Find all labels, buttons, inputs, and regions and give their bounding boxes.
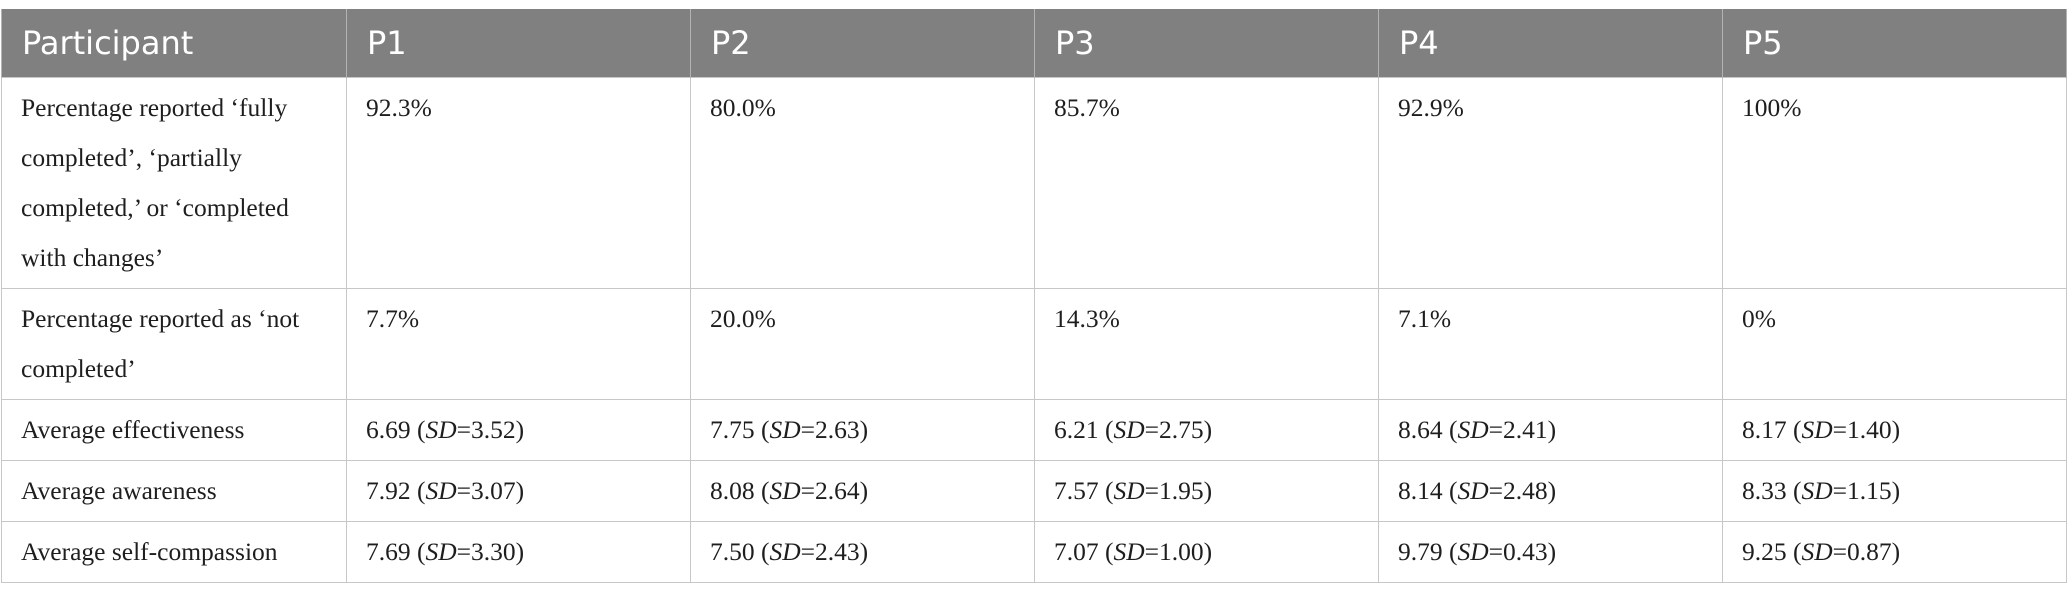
mean-value: 6.69: [366, 415, 411, 444]
sd-value: =1.40): [1832, 415, 1901, 444]
table-cell: 100%: [1722, 77, 2067, 289]
header-p3: P3: [1034, 9, 1379, 78]
table-cell: 7.07 (SD=1.00): [1034, 521, 1379, 583]
sd-value: =1.00): [1144, 537, 1213, 566]
sd-label: SD: [1801, 537, 1833, 566]
table-row: Average awareness 7.92 (SD=3.07) 8.08 (S…: [1, 460, 2067, 522]
sd-label: SD: [769, 415, 801, 444]
sd-value: =3.07): [456, 476, 525, 505]
row-label: Percentage reported as ‘not completed’: [1, 288, 347, 400]
header-p5: P5: [1722, 9, 2067, 78]
mean-value: 7.07: [1054, 537, 1099, 566]
mean-value: 8.64: [1398, 415, 1443, 444]
sd-value: =2.41): [1488, 415, 1557, 444]
mean-value: 8.14: [1398, 476, 1443, 505]
header-p2: P2: [690, 9, 1035, 78]
sd-label: SD: [425, 415, 457, 444]
sd-value: =2.48): [1488, 476, 1557, 505]
mean-value: 7.50: [710, 537, 755, 566]
table-row: Average effectiveness 6.69 (SD=3.52) 7.7…: [1, 399, 2067, 461]
sd-value: =3.52): [456, 415, 525, 444]
table-cell: 6.69 (SD=3.52): [346, 399, 691, 461]
table-cell: 0%: [1722, 288, 2067, 400]
table-cell: 7.7%: [346, 288, 691, 400]
table-cell: 92.9%: [1378, 77, 1723, 289]
row-label: Average self-compassion: [1, 521, 347, 583]
table-cell: 8.17 (SD=1.40): [1722, 399, 2067, 461]
sd-value: =2.43): [800, 537, 869, 566]
sd-label: SD: [1457, 476, 1489, 505]
table-cell: 8.14 (SD=2.48): [1378, 460, 1723, 522]
mean-value: 9.79: [1398, 537, 1443, 566]
sd-label: SD: [1801, 476, 1833, 505]
row-label: Percentage reported ‘fully completed’, ‘…: [1, 77, 347, 289]
sd-label: SD: [1457, 537, 1489, 566]
table-cell: 14.3%: [1034, 288, 1379, 400]
table-header: Participant P1 P2 P3 P4 P5: [1, 9, 2067, 78]
sd-label: SD: [1801, 415, 1833, 444]
table-cell: 7.1%: [1378, 288, 1723, 400]
mean-value: 8.08: [710, 476, 755, 505]
table-row: Percentage reported as ‘not completed’ 7…: [1, 288, 2067, 400]
mean-value: 7.75: [710, 415, 755, 444]
table-cell: 9.79 (SD=0.43): [1378, 521, 1723, 583]
sd-value: =1.15): [1832, 476, 1901, 505]
table-row: Percentage reported ‘fully completed’, ‘…: [1, 77, 2067, 289]
mean-value: 7.57: [1054, 476, 1099, 505]
sd-value: =2.64): [800, 476, 869, 505]
table-cell: 8.33 (SD=1.15): [1722, 460, 2067, 522]
header-p4: P4: [1378, 9, 1723, 78]
table-body: Percentage reported ‘fully completed’, ‘…: [1, 77, 2067, 583]
row-label: Average effectiveness: [1, 399, 347, 461]
table-cell: 20.0%: [690, 288, 1035, 400]
sd-label: SD: [425, 476, 457, 505]
table-row: Average self-compassion 7.69 (SD=3.30) 7…: [1, 521, 2067, 583]
mean-value: 8.17: [1742, 415, 1787, 444]
table-cell: 8.64 (SD=2.41): [1378, 399, 1723, 461]
sd-value: =2.75): [1144, 415, 1213, 444]
table-cell: 9.25 (SD=0.87): [1722, 521, 2067, 583]
results-table: Participant P1 P2 P3 P4 P5 Percentage re…: [1, 9, 2067, 583]
sd-label: SD: [1457, 415, 1489, 444]
mean-value: 9.25: [1742, 537, 1787, 566]
table-cell: 92.3%: [346, 77, 691, 289]
sd-value: =3.30): [456, 537, 525, 566]
mean-value: 8.33: [1742, 476, 1787, 505]
mean-value: 7.69: [366, 537, 411, 566]
header-row: Participant P1 P2 P3 P4 P5: [1, 9, 2067, 78]
sd-label: SD: [769, 537, 801, 566]
sd-label: SD: [425, 537, 457, 566]
table-cell: 7.75 (SD=2.63): [690, 399, 1035, 461]
table-cell: 7.57 (SD=1.95): [1034, 460, 1379, 522]
sd-value: =0.43): [1488, 537, 1557, 566]
table-cell: 7.92 (SD=3.07): [346, 460, 691, 522]
mean-value: 7.92: [366, 476, 411, 505]
table-cell: 6.21 (SD=2.75): [1034, 399, 1379, 461]
sd-value: =1.95): [1144, 476, 1213, 505]
sd-label: SD: [769, 476, 801, 505]
table-cell: 8.08 (SD=2.64): [690, 460, 1035, 522]
table-cell: 85.7%: [1034, 77, 1379, 289]
table-cell: 7.50 (SD=2.43): [690, 521, 1035, 583]
row-label: Average awareness: [1, 460, 347, 522]
sd-value: =2.63): [800, 415, 869, 444]
mean-value: 6.21: [1054, 415, 1099, 444]
sd-label: SD: [1113, 537, 1145, 566]
sd-value: =0.87): [1832, 537, 1901, 566]
sd-label: SD: [1113, 476, 1145, 505]
sd-label: SD: [1113, 415, 1145, 444]
table-cell: 7.69 (SD=3.30): [346, 521, 691, 583]
table-cell: 80.0%: [690, 77, 1035, 289]
header-participant: Participant: [1, 9, 347, 78]
header-p1: P1: [346, 9, 691, 78]
